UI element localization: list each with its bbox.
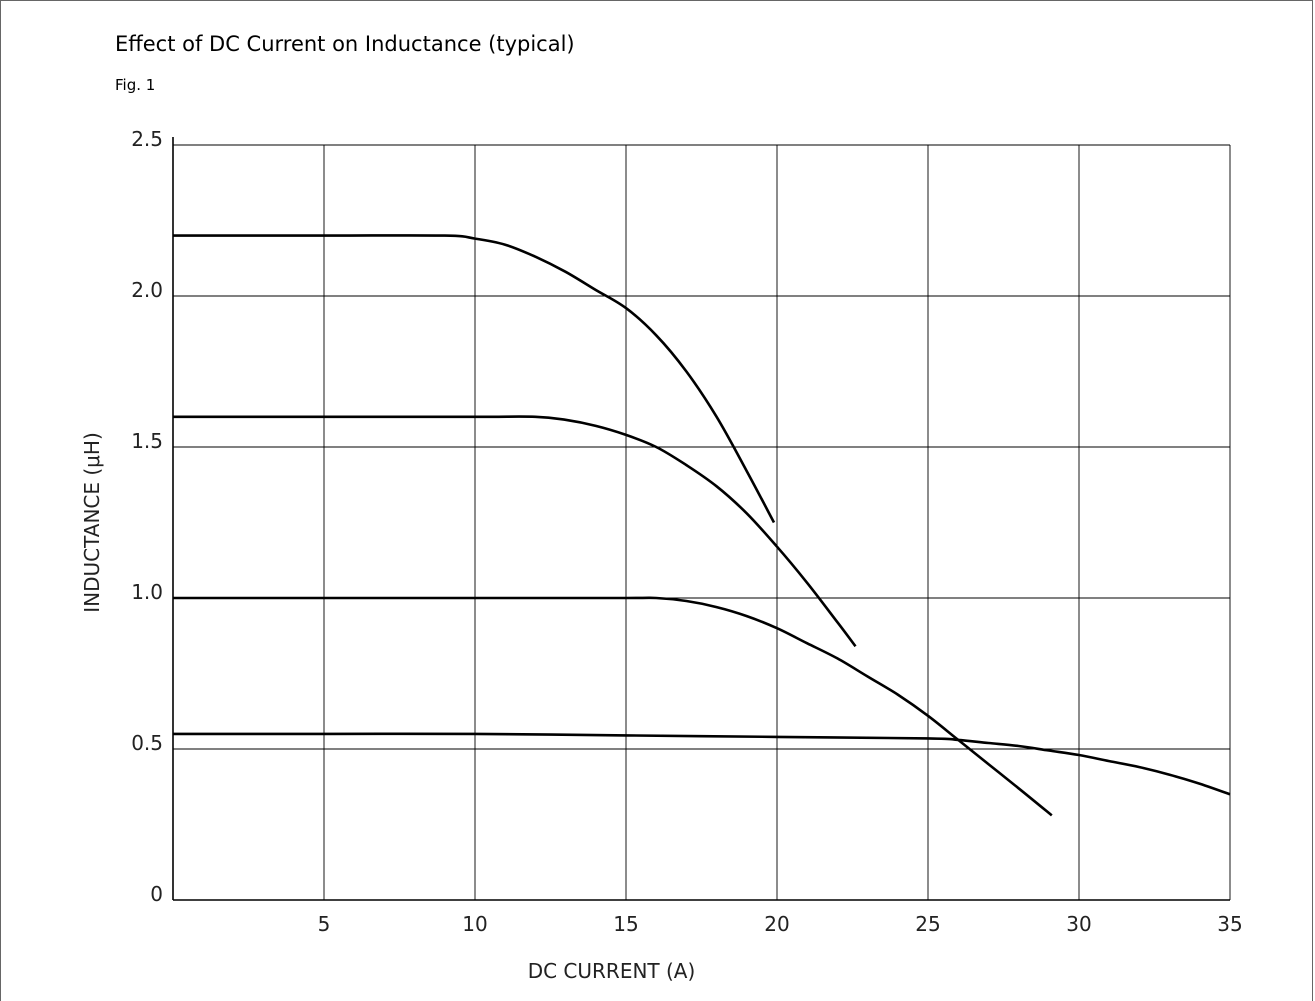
x-axis-label: DC CURRENT (A) (528, 959, 696, 983)
x-tick-label: 30 (1066, 912, 1091, 936)
series-line-4 (173, 732, 1231, 796)
series-line-3 (173, 596, 1053, 817)
grid-layer (172, 137, 1231, 901)
y-tick-label: 2.5 (131, 127, 163, 151)
y-tick-label: 0.5 (131, 731, 163, 755)
x-tick-label: 25 (915, 912, 940, 936)
x-tick-label: 5 (318, 912, 331, 936)
x-tick-label: 35 (1217, 912, 1242, 936)
series-line-1 (173, 234, 776, 524)
x-tick-label: 10 (462, 912, 487, 936)
series-layer (173, 234, 1231, 817)
x-tick-label: 15 (613, 912, 638, 936)
x-tick-label: 20 (764, 912, 789, 936)
tick-layer: 5 10 15 20 25 30 35 0 0.5 1.0 1.5 2.0 2.5 (131, 127, 1243, 936)
y-tick-label: 1.0 (131, 580, 163, 604)
y-tick-label: 2.0 (131, 278, 163, 302)
y-axis-label: INDUCTANCE (μH) (80, 432, 104, 613)
y-tick-label: 0 (150, 882, 163, 906)
chart-title: Effect of DC Current on Inductance (typi… (115, 32, 575, 56)
figure-label: Fig. 1 (115, 76, 156, 94)
y-tick-label: 1.5 (131, 429, 163, 453)
series-line-2 (173, 415, 857, 648)
